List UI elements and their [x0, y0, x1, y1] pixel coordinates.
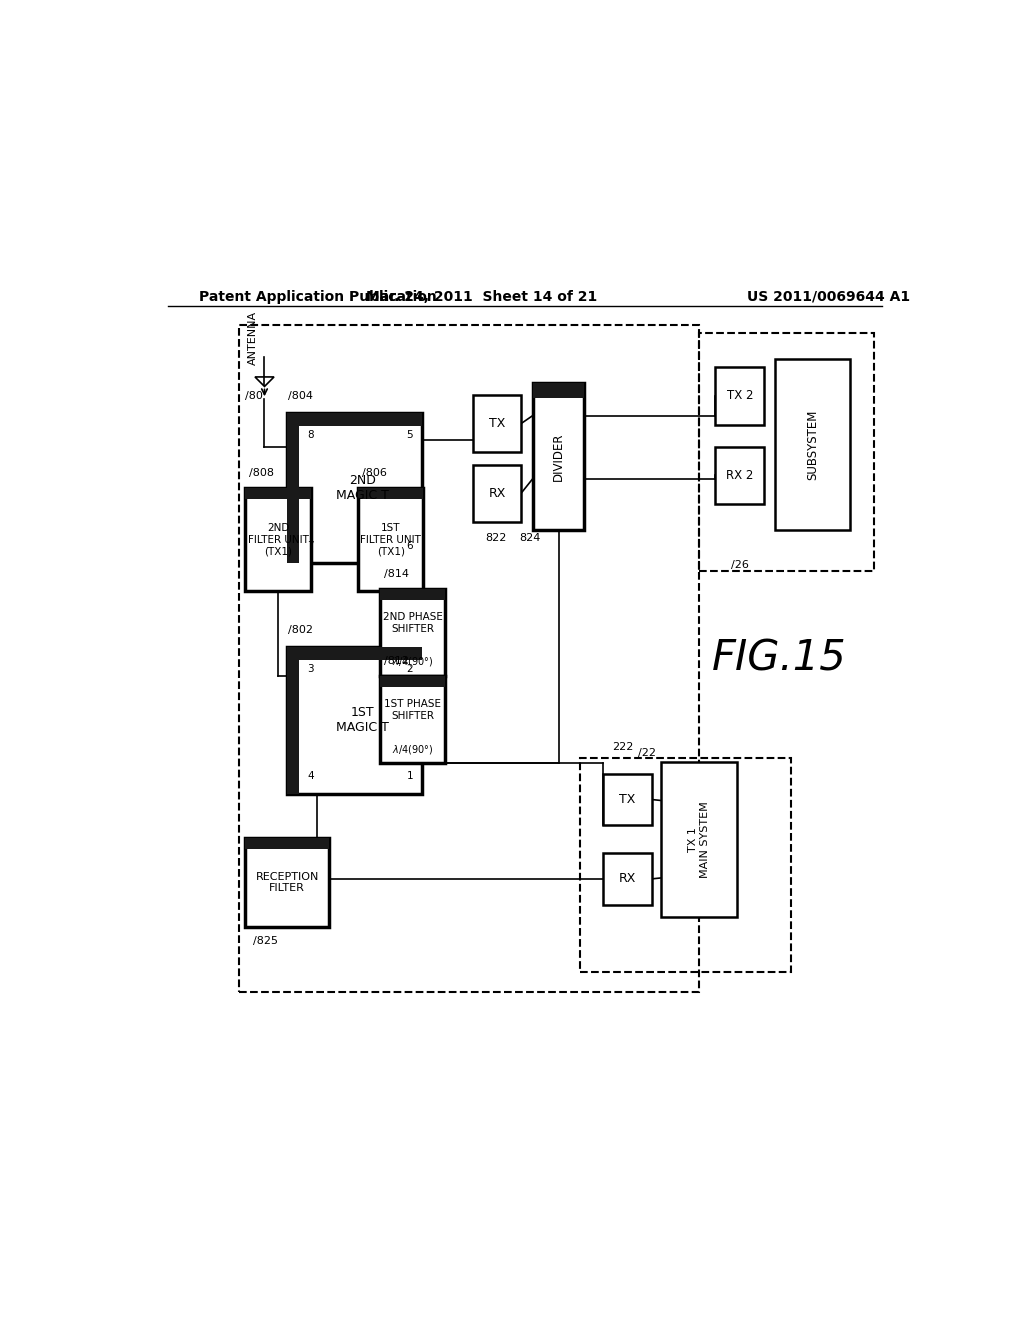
Text: 8: 8 [307, 430, 313, 440]
Text: /22: /22 [638, 748, 656, 758]
Bar [380, 589, 445, 676]
Text: RX: RX [618, 873, 636, 886]
Text: 1ST
FILTER UNIT
(TX1): 1ST FILTER UNIT (TX1) [360, 523, 421, 556]
Text: /80: /80 [246, 391, 263, 401]
Text: /804: /804 [289, 391, 313, 401]
Text: US 2011/0069644 A1: US 2011/0069644 A1 [748, 290, 910, 304]
Text: 822: 822 [485, 533, 507, 544]
Text: 2ND
MAGIC T: 2ND MAGIC T [336, 474, 388, 502]
Text: 7: 7 [307, 541, 313, 550]
Text: /825: /825 [253, 936, 279, 946]
Text: RECEPTION
FILTER: RECEPTION FILTER [255, 871, 318, 894]
Bar [246, 488, 310, 591]
Bar [715, 446, 765, 504]
Bar [287, 647, 422, 793]
Text: 4: 4 [307, 771, 313, 781]
Text: Mar. 24, 2011  Sheet 14 of 21: Mar. 24, 2011 Sheet 14 of 21 [366, 290, 597, 304]
Text: 1: 1 [407, 771, 413, 781]
Text: 1ST
MAGIC T: 1ST MAGIC T [336, 706, 388, 734]
Bar [662, 762, 736, 916]
Text: ANTENNA: ANTENNA [248, 312, 258, 366]
Bar [532, 383, 585, 397]
Bar [287, 413, 299, 564]
Text: TX 1
MAIN SYSTEM: TX 1 MAIN SYSTEM [688, 801, 710, 878]
Bar [287, 413, 422, 564]
Text: $\lambda$/4(90°): $\lambda$/4(90°) [392, 655, 434, 668]
Bar [287, 647, 299, 793]
Text: TX: TX [618, 793, 635, 807]
Text: /26: /26 [731, 560, 749, 570]
Text: RX 2: RX 2 [726, 469, 754, 482]
Text: 2ND
FILTER UNIT
(TX1): 2ND FILTER UNIT (TX1) [248, 523, 308, 556]
Text: 3: 3 [307, 664, 313, 675]
Text: 2: 2 [407, 664, 413, 675]
Text: /806: /806 [362, 467, 387, 478]
Bar [246, 488, 310, 499]
Text: 2ND PHASE
SHIFTER: 2ND PHASE SHIFTER [383, 612, 442, 634]
Bar [240, 325, 699, 991]
Text: 6: 6 [407, 541, 413, 550]
Text: /812: /812 [384, 656, 410, 665]
Text: $\lambda$/4(90°): $\lambda$/4(90°) [392, 743, 434, 755]
Text: Patent Application Publication: Patent Application Publication [200, 290, 437, 304]
Bar [246, 838, 329, 927]
Text: TX 2: TX 2 [727, 389, 753, 403]
Text: 824: 824 [519, 533, 541, 544]
Text: RX: RX [488, 487, 506, 500]
Bar [775, 359, 850, 531]
Text: SUBSYSTEM: SUBSYSTEM [806, 409, 819, 480]
Bar [602, 853, 651, 904]
Bar [473, 395, 521, 453]
Bar [532, 383, 585, 531]
Bar [246, 838, 329, 849]
Text: FIG.15: FIG.15 [712, 638, 846, 680]
Bar [602, 774, 651, 825]
Text: /808: /808 [250, 467, 274, 478]
Bar [358, 488, 423, 591]
Bar [699, 333, 873, 572]
Text: DIVIDER: DIVIDER [552, 433, 565, 480]
Text: /814: /814 [384, 569, 410, 578]
Text: TX: TX [488, 417, 505, 430]
Bar [473, 465, 521, 523]
Bar [380, 676, 445, 763]
Text: 1ST PHASE
SHIFTER: 1ST PHASE SHIFTER [384, 700, 441, 721]
Text: 222: 222 [612, 742, 634, 752]
Bar [380, 589, 445, 599]
Bar [715, 367, 765, 425]
Bar [287, 413, 422, 426]
Bar [581, 758, 791, 972]
Bar [287, 647, 422, 660]
Bar [380, 676, 445, 688]
Text: 5: 5 [407, 430, 413, 440]
Bar [358, 488, 423, 499]
Text: /802: /802 [289, 624, 313, 635]
